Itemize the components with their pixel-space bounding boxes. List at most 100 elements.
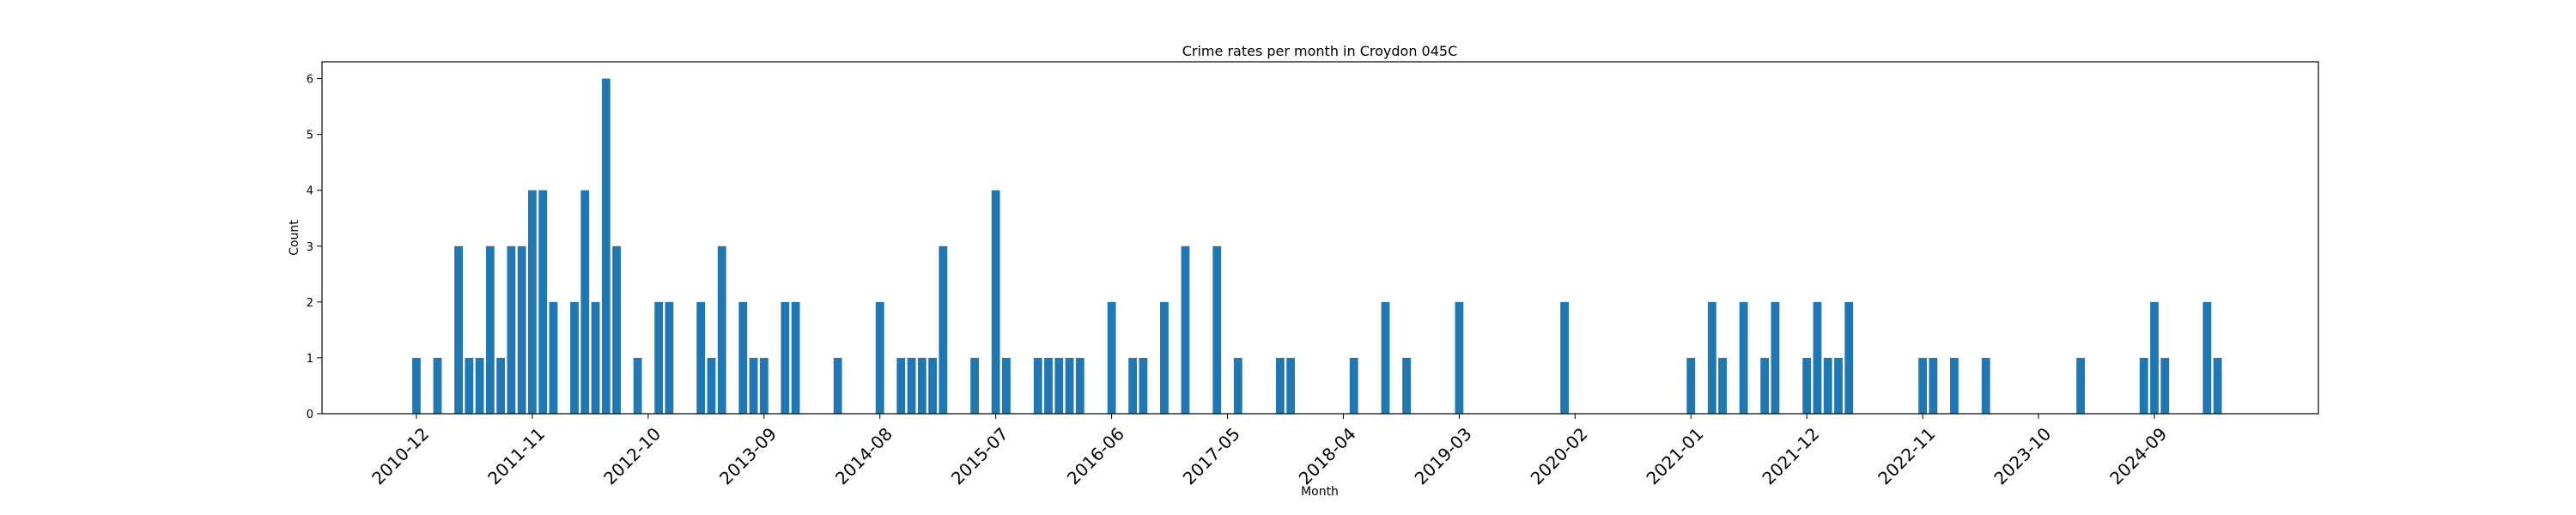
bar	[1718, 357, 1727, 414]
x-tick-label: 2012-10	[599, 423, 665, 488]
bar	[917, 357, 927, 414]
bar	[465, 357, 474, 414]
bar	[496, 357, 506, 414]
bar	[1981, 357, 1990, 414]
bar	[433, 357, 442, 414]
bar	[1160, 301, 1169, 414]
x-tick-label: 2023-10	[1990, 423, 2055, 488]
bar	[991, 190, 1000, 414]
bar	[507, 245, 516, 414]
bar	[1823, 357, 1832, 414]
bar	[928, 357, 937, 414]
bar	[907, 357, 916, 414]
chart-title: Crime rates per month in Croydon 045C	[1182, 43, 1458, 59]
bar	[475, 357, 484, 414]
x-axis-ticks: 2010-12 2011-11 2012-10 2013-09 2014-08 2015-…	[368, 414, 2171, 488]
y-tick-label: 0	[307, 409, 313, 421]
bar	[454, 245, 463, 414]
bar	[633, 357, 642, 414]
bar	[1181, 245, 1190, 414]
x-axis-label: Month	[1301, 485, 1339, 499]
bar	[1044, 357, 1053, 414]
bar	[654, 301, 664, 414]
bar	[1065, 357, 1074, 414]
bar	[1381, 301, 1390, 414]
bar	[528, 190, 537, 414]
bar	[665, 301, 674, 414]
bar	[1233, 357, 1242, 414]
bar	[833, 357, 842, 414]
x-tick-label: 2018-04	[1295, 423, 1360, 488]
bar	[517, 245, 526, 414]
y-tick-label: 3	[307, 241, 313, 254]
bar	[1813, 301, 1822, 414]
bar	[707, 357, 716, 414]
bar	[580, 190, 590, 414]
bar	[1455, 301, 1464, 414]
y-axis-label: Count	[288, 220, 301, 256]
x-tick-label: 2017-05	[1179, 423, 1244, 488]
bar	[2076, 357, 2086, 414]
bar	[875, 301, 884, 414]
bar	[412, 357, 421, 414]
bar	[1918, 357, 1928, 414]
bar	[2213, 357, 2222, 414]
x-tick-label: 2022-11	[1874, 423, 1939, 488]
y-tick-label: 4	[307, 185, 313, 198]
bar	[1402, 357, 1411, 414]
y-tick-label: 6	[307, 74, 313, 87]
bar	[717, 245, 726, 414]
x-tick-label: 2019-03	[1411, 423, 1476, 488]
bar	[2160, 357, 2170, 414]
bar	[1560, 301, 1569, 414]
bar	[2202, 301, 2212, 414]
bar	[1275, 357, 1285, 414]
y-tick-label: 1	[307, 353, 313, 366]
bar	[549, 301, 558, 414]
bar	[1950, 357, 1959, 414]
bar	[1834, 357, 1843, 414]
bars-group	[412, 78, 2222, 415]
bar	[591, 301, 600, 414]
bar	[570, 301, 579, 414]
bar	[1349, 357, 1358, 414]
bar	[1107, 301, 1116, 414]
y-tick-label: 2	[307, 297, 313, 310]
y-axis-ticks: 0 1 2 3 4 5 6	[307, 74, 322, 421]
bar	[1002, 357, 1011, 414]
x-tick-label: 2014-08	[831, 423, 896, 488]
x-tick-label: 2024-09	[2105, 423, 2171, 488]
bar	[1212, 245, 1222, 414]
bar	[1802, 357, 1812, 414]
bar	[1686, 357, 1696, 414]
bar	[1739, 301, 1748, 414]
bar	[738, 301, 748, 414]
bar	[696, 301, 706, 414]
bar	[612, 245, 621, 414]
plot-frame	[321, 61, 2319, 415]
bar	[1054, 357, 1064, 414]
bar	[781, 301, 790, 414]
x-tick-label: 2016-06	[1063, 423, 1128, 488]
bar	[1760, 357, 1770, 414]
bar	[485, 245, 495, 414]
bar	[601, 78, 611, 415]
x-tick-label: 2010-12	[368, 423, 433, 488]
bar	[749, 357, 758, 414]
x-tick-label: 2021-01	[1642, 423, 1707, 488]
x-tick-label: 2011-11	[483, 423, 549, 488]
x-tick-label: 2021-12	[1758, 423, 1823, 488]
y-tick-label: 5	[307, 130, 313, 142]
bar	[2150, 301, 2159, 414]
x-tick-label: 2013-09	[715, 423, 781, 488]
bar	[1286, 357, 1296, 414]
bar	[1929, 357, 1938, 414]
bar	[1033, 357, 1042, 414]
bar	[1844, 301, 1854, 414]
bar	[2139, 357, 2148, 414]
bar	[1139, 357, 1148, 414]
bar	[1075, 357, 1084, 414]
x-tick-label: 2015-07	[947, 423, 1012, 488]
bar	[896, 357, 906, 414]
